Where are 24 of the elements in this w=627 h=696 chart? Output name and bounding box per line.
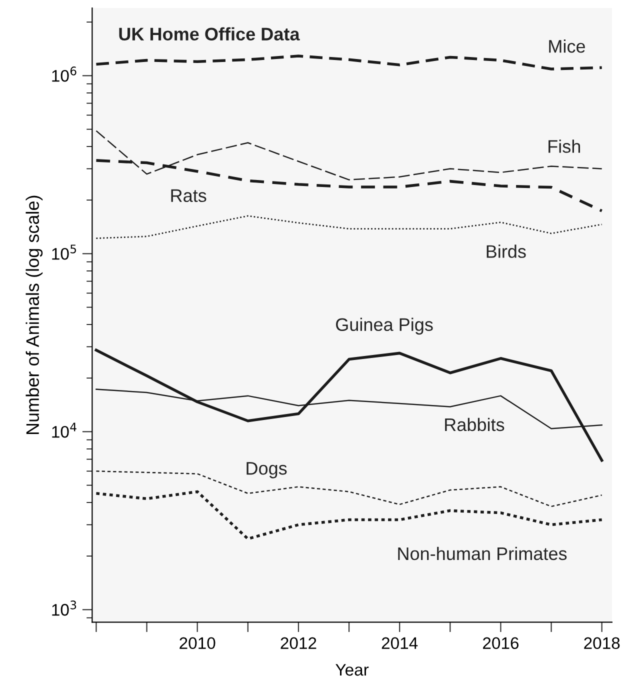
y-tick-label: 10$^{5}$ — [52, 244, 76, 260]
series-label: Non-human Primates — [398, 546, 567, 560]
x-tick-label: 2014 — [382, 637, 418, 650]
x-tick-label: 2012 — [280, 637, 316, 650]
line-series — [94, 348, 604, 462]
series-label: Guinea Pigs — [336, 318, 433, 335]
x-tick-label: 2016 — [483, 637, 519, 650]
text: UK Home Office Data — [119, 27, 300, 40]
series-label: Dogs — [246, 462, 287, 478]
y-tick-label: 10$^{4}$ — [52, 422, 76, 438]
series-label: Rats — [171, 189, 206, 202]
line-series — [94, 54, 604, 70]
series-label: Rabbits — [445, 418, 504, 432]
y-tick-label: 10$^{6}$ — [52, 66, 76, 82]
series-label: Mice — [549, 40, 585, 53]
line-series — [96, 215, 603, 239]
x-tick-label: 2010 — [180, 637, 216, 650]
series-label: Birds — [486, 244, 526, 258]
y-tick-label: 10$^{3}$ — [52, 600, 76, 616]
x-axis-title: Year — [336, 664, 369, 676]
series-label: Fish — [548, 140, 580, 153]
x-tick-label: 2018 — [584, 637, 620, 650]
line-series — [94, 490, 604, 540]
y-axis-title: Number of Animals (log scale) — [26, 196, 43, 434]
